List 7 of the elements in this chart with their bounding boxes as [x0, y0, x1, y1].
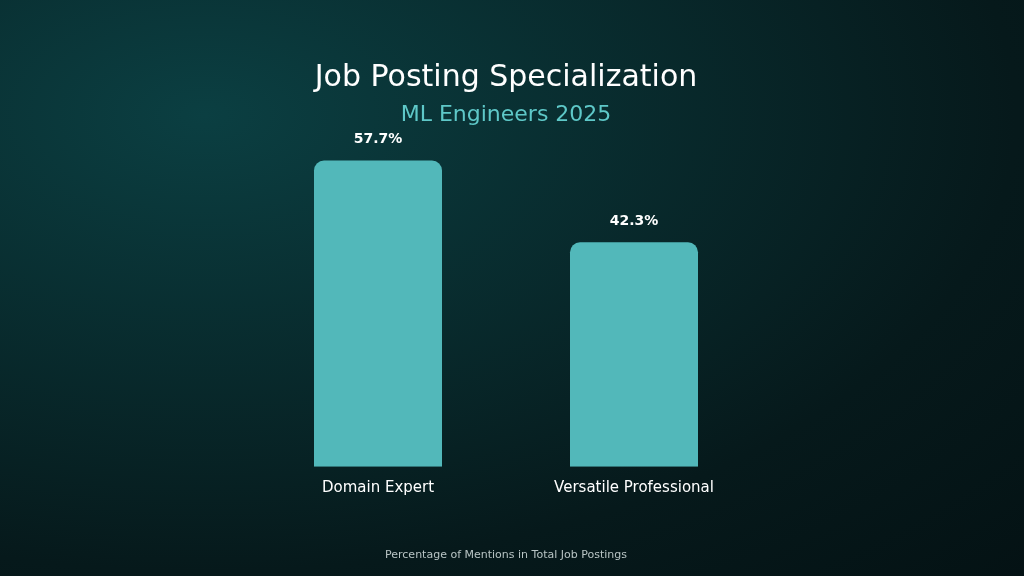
chart-subtitle: ML Engineers 2025: [400, 100, 612, 126]
data-label: 42.3%: [609, 211, 659, 228]
chart-title: Job Posting Specialization: [312, 57, 698, 93]
x-tick-label: Domain Expert: [321, 477, 435, 496]
x-tick-label: Versatile Professional: [554, 477, 714, 496]
data-label: 57.7%: [353, 130, 403, 147]
x-axis-title: Percentage of Mentions in Total Job Postings: [385, 548, 628, 562]
